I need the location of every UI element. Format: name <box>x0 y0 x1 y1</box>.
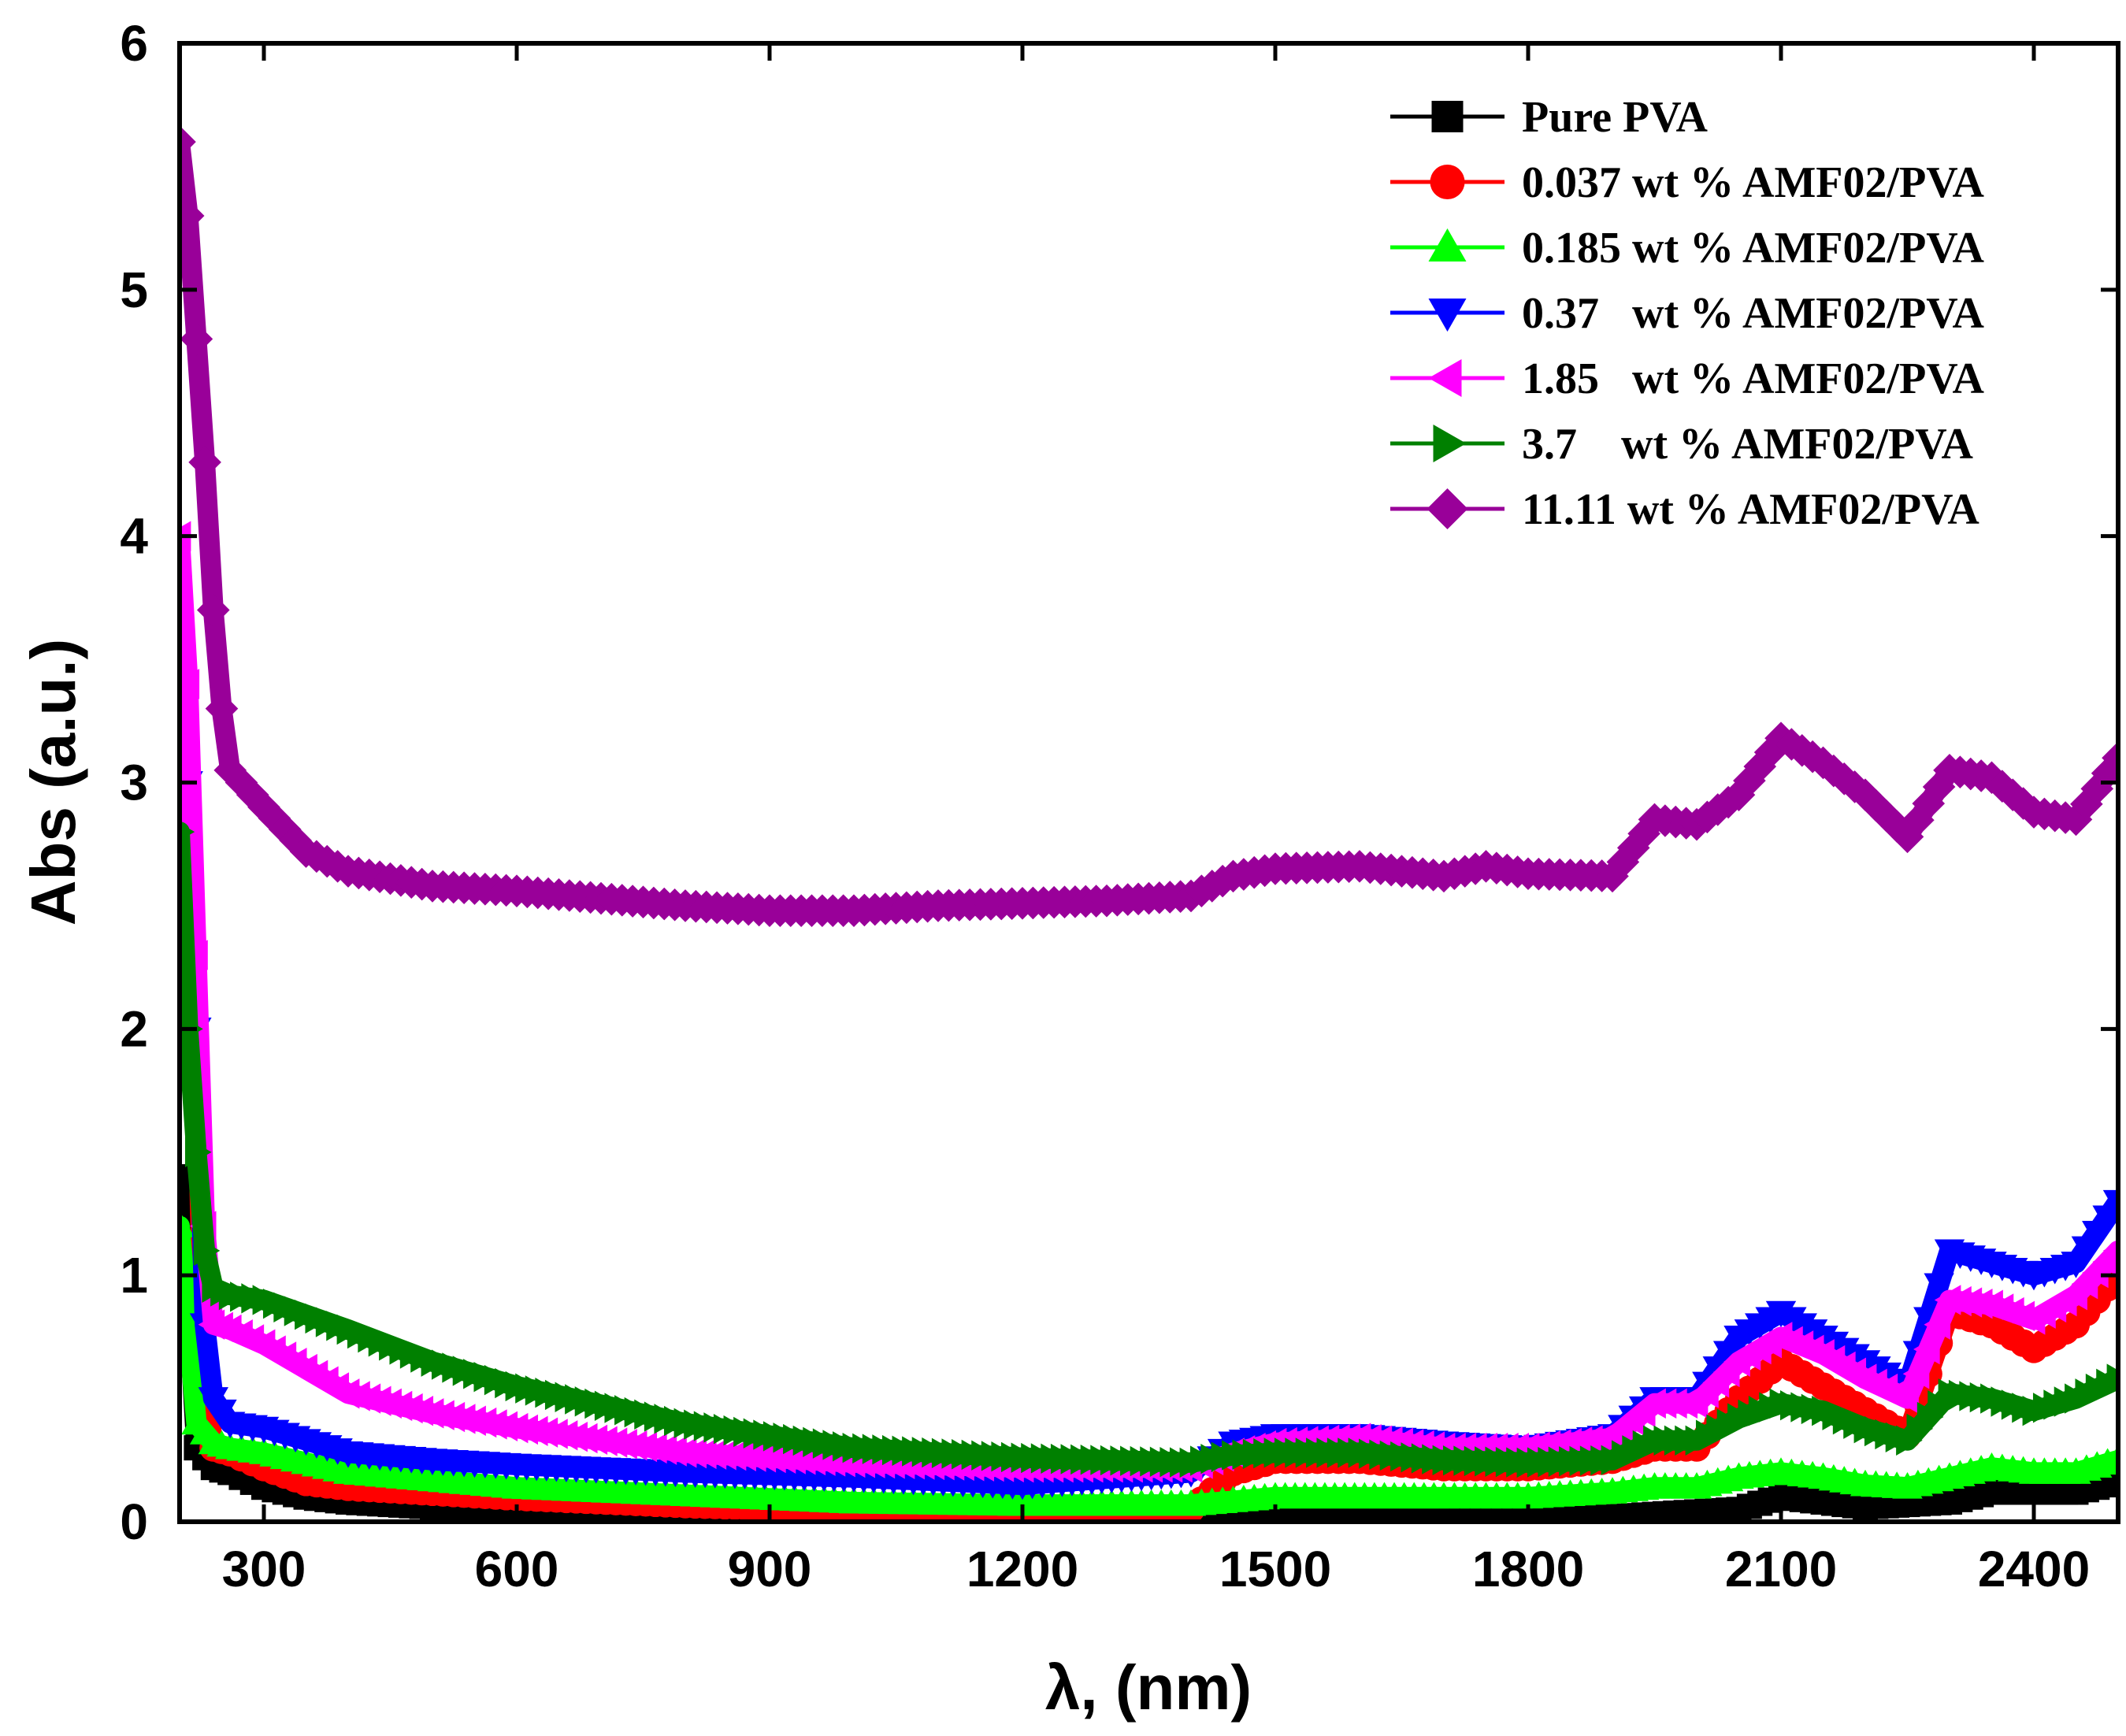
data-point <box>1924 1309 1951 1340</box>
data-point <box>1913 1334 1940 1365</box>
legend-entry: 0.037 wt % AMF02/PVA <box>1390 158 1984 207</box>
data-point <box>180 199 205 232</box>
data-point <box>205 692 239 725</box>
data-point <box>417 1398 444 1429</box>
legend-label: 1.85 wt % AMF02/PVA <box>1522 354 1984 403</box>
data-point <box>2102 1241 2118 1259</box>
data-point <box>193 1235 221 1267</box>
x-tick-label: 1200 <box>967 1541 1078 1597</box>
y-tick-label: 3 <box>120 755 148 811</box>
x-tick-label: 1500 <box>1219 1541 1331 1597</box>
data-point <box>197 593 230 627</box>
data-point <box>2092 1205 2118 1233</box>
y-tick-label: 2 <box>120 1000 148 1057</box>
data-point <box>480 1409 507 1440</box>
legend-marker <box>1431 101 1464 132</box>
x-tick-label: 2400 <box>1978 1541 2090 1597</box>
data-point <box>2082 1221 2113 1248</box>
data-point <box>2102 1445 2118 1472</box>
legend-label: 0.185 wt % AMF02/PVA <box>1522 224 1984 273</box>
data-point <box>438 1401 466 1433</box>
data-point <box>180 1211 195 1237</box>
y-tick-label: 4 <box>120 508 148 565</box>
data-point <box>1712 1341 1744 1368</box>
data-point <box>180 669 200 699</box>
legend-marker <box>1433 425 1467 462</box>
y-tick-label: 1 <box>120 1247 148 1304</box>
data-point <box>2071 1236 2102 1263</box>
data-point <box>1902 1359 1930 1389</box>
legend-label: 0.37 wt % AMF02/PVA <box>1522 289 1984 338</box>
legend: Pure PVA 0.037 wt % AMF02/PVA 0.185 wt % A… <box>1390 93 1984 534</box>
y-tick-label: 0 <box>120 1493 148 1550</box>
data-point <box>2102 1189 2118 1217</box>
data-point <box>491 1411 518 1441</box>
series-6 <box>180 822 2118 1478</box>
data-point <box>180 823 195 841</box>
legend-entry: 0.37 wt % AMF02/PVA <box>1390 289 1984 338</box>
data-point <box>469 1407 497 1438</box>
x-tick-label: 300 <box>222 1541 306 1597</box>
data-point <box>2106 1363 2118 1394</box>
data-point <box>1892 1383 1919 1414</box>
data-point <box>2102 741 2118 775</box>
legend-label: 0.037 wt % AMF02/PVA <box>1522 158 1984 207</box>
x-axis-label: λ, (nm) <box>1045 1653 1252 1723</box>
legend-entry: 0.185 wt % AMF02/PVA <box>1390 224 1984 273</box>
legend-entry: 1.85 wt % AMF02/PVA <box>1390 354 1984 403</box>
data-point <box>459 1405 486 1436</box>
data-point <box>2061 1252 2091 1278</box>
legend-label: Pure PVA <box>1522 93 1708 142</box>
legend-marker <box>1427 488 1468 529</box>
series-7 <box>180 125 2118 927</box>
data-point <box>188 446 221 479</box>
x-tick-label: 900 <box>728 1541 812 1597</box>
x-tick-label: 600 <box>475 1541 559 1597</box>
data-point <box>448 1404 476 1434</box>
data-point <box>180 125 196 158</box>
legend-marker <box>1428 228 1467 262</box>
legend-entry: 3.7 wt % AMF02/PVA <box>1390 420 1973 469</box>
legend-marker <box>1428 299 1467 332</box>
y-tick-label: 5 <box>120 262 148 318</box>
x-tick-label: 2100 <box>1725 1541 1837 1597</box>
data-point <box>1924 1273 1954 1300</box>
y-tick-label: 6 <box>120 15 148 72</box>
legend-marker <box>1430 165 1465 199</box>
data-point <box>185 1137 212 1167</box>
x-tick-label: 1800 <box>1472 1541 1584 1597</box>
legend-label: 3.7 wt % AMF02/PVA <box>1522 420 1973 469</box>
y-axis-label: Abs (a.u.) <box>18 639 88 925</box>
legend-marker <box>1428 359 1462 397</box>
data-point <box>224 766 258 799</box>
data-point <box>428 1400 455 1430</box>
legend-entry: 11.11 wt % AMF02/PVA <box>1390 485 1979 534</box>
legend-entry: Pure PVA <box>1390 93 1708 142</box>
legend-label: 11.11 wt % AMF02/PVA <box>1522 485 1979 534</box>
data-point <box>180 322 213 356</box>
series-3 <box>180 1211 2118 1516</box>
